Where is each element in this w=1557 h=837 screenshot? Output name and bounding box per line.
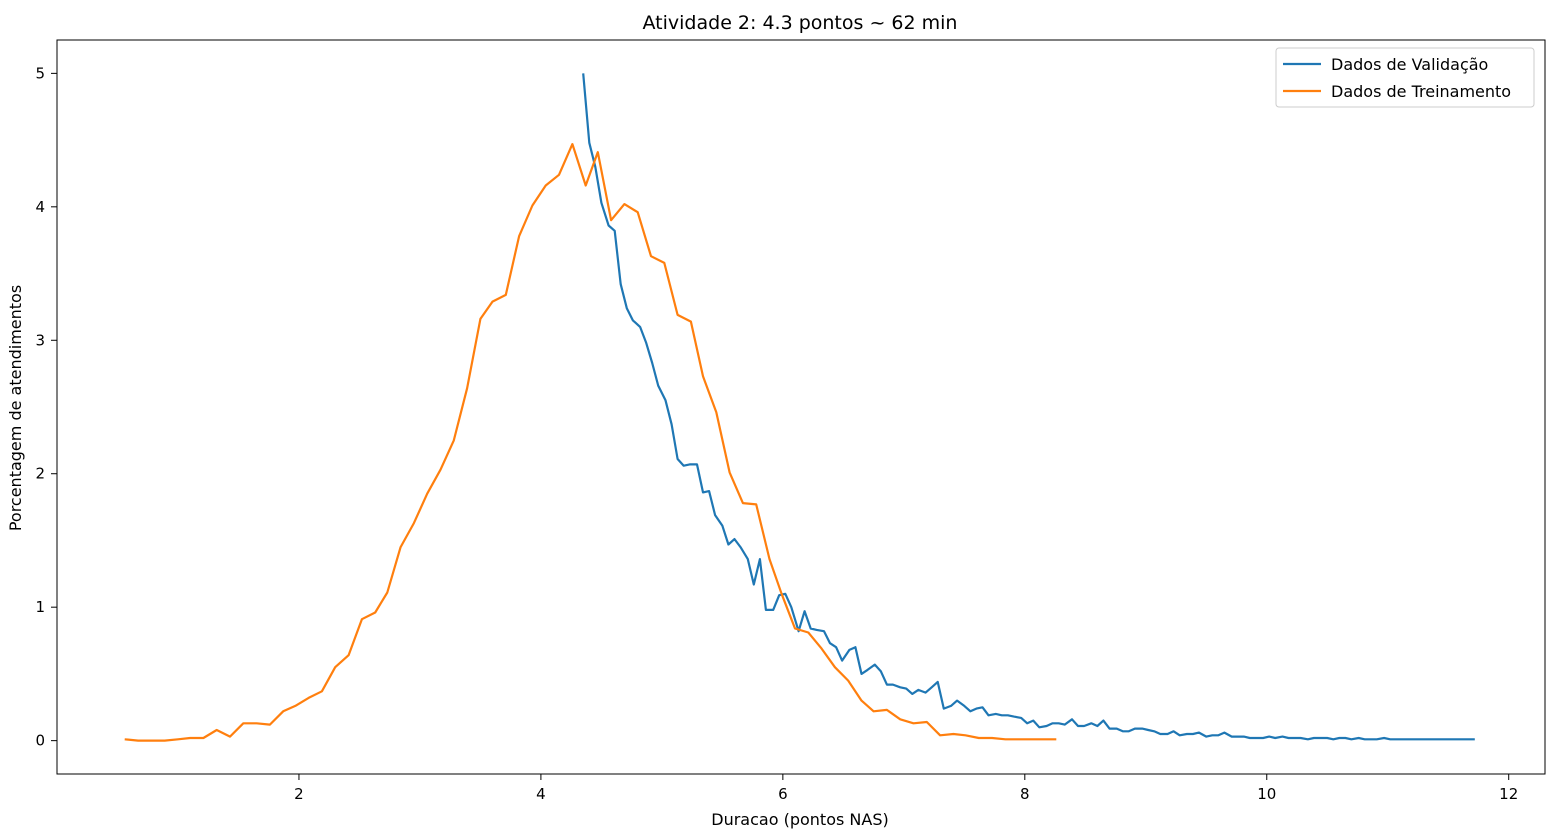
series-line-validacao <box>582 73 1475 741</box>
x-tick-label: 4 <box>536 785 546 803</box>
legend: Dados de Validação Dados de Treinamento <box>1275 47 1535 108</box>
y-tick-label: 5 <box>35 64 45 82</box>
y-tick-label: 0 <box>35 732 45 750</box>
y-axis: 0 1 2 3 4 5 <box>35 64 57 750</box>
x-tick-label: 6 <box>778 785 788 803</box>
series-line-treinamento <box>124 143 1057 742</box>
legend-box <box>1275 47 1535 108</box>
x-tick-label: 12 <box>1499 785 1518 803</box>
chart-title: Atividade 2: 4.3 pontos ~ 62 min <box>643 12 958 34</box>
plot-area <box>124 73 1475 742</box>
y-tick-label: 3 <box>35 331 45 349</box>
x-tick-label: 8 <box>1020 785 1030 803</box>
y-tick-label: 4 <box>35 198 45 216</box>
y-axis-label: Porcentagem de atendimentos <box>6 285 25 531</box>
legend-label-validacao: Dados de Validação <box>1331 55 1488 74</box>
legend-label-treinamento: Dados de Treinamento <box>1331 82 1511 101</box>
x-axis: 2 4 6 8 10 12 <box>294 774 1518 803</box>
y-tick-label: 2 <box>35 465 45 483</box>
y-tick-label: 1 <box>35 598 45 616</box>
x-tick-label: 2 <box>294 785 304 803</box>
x-axis-label: Duracao (pontos NAS) <box>711 810 888 829</box>
axes-frame <box>56 39 1546 775</box>
x-tick-label: 10 <box>1257 785 1276 803</box>
